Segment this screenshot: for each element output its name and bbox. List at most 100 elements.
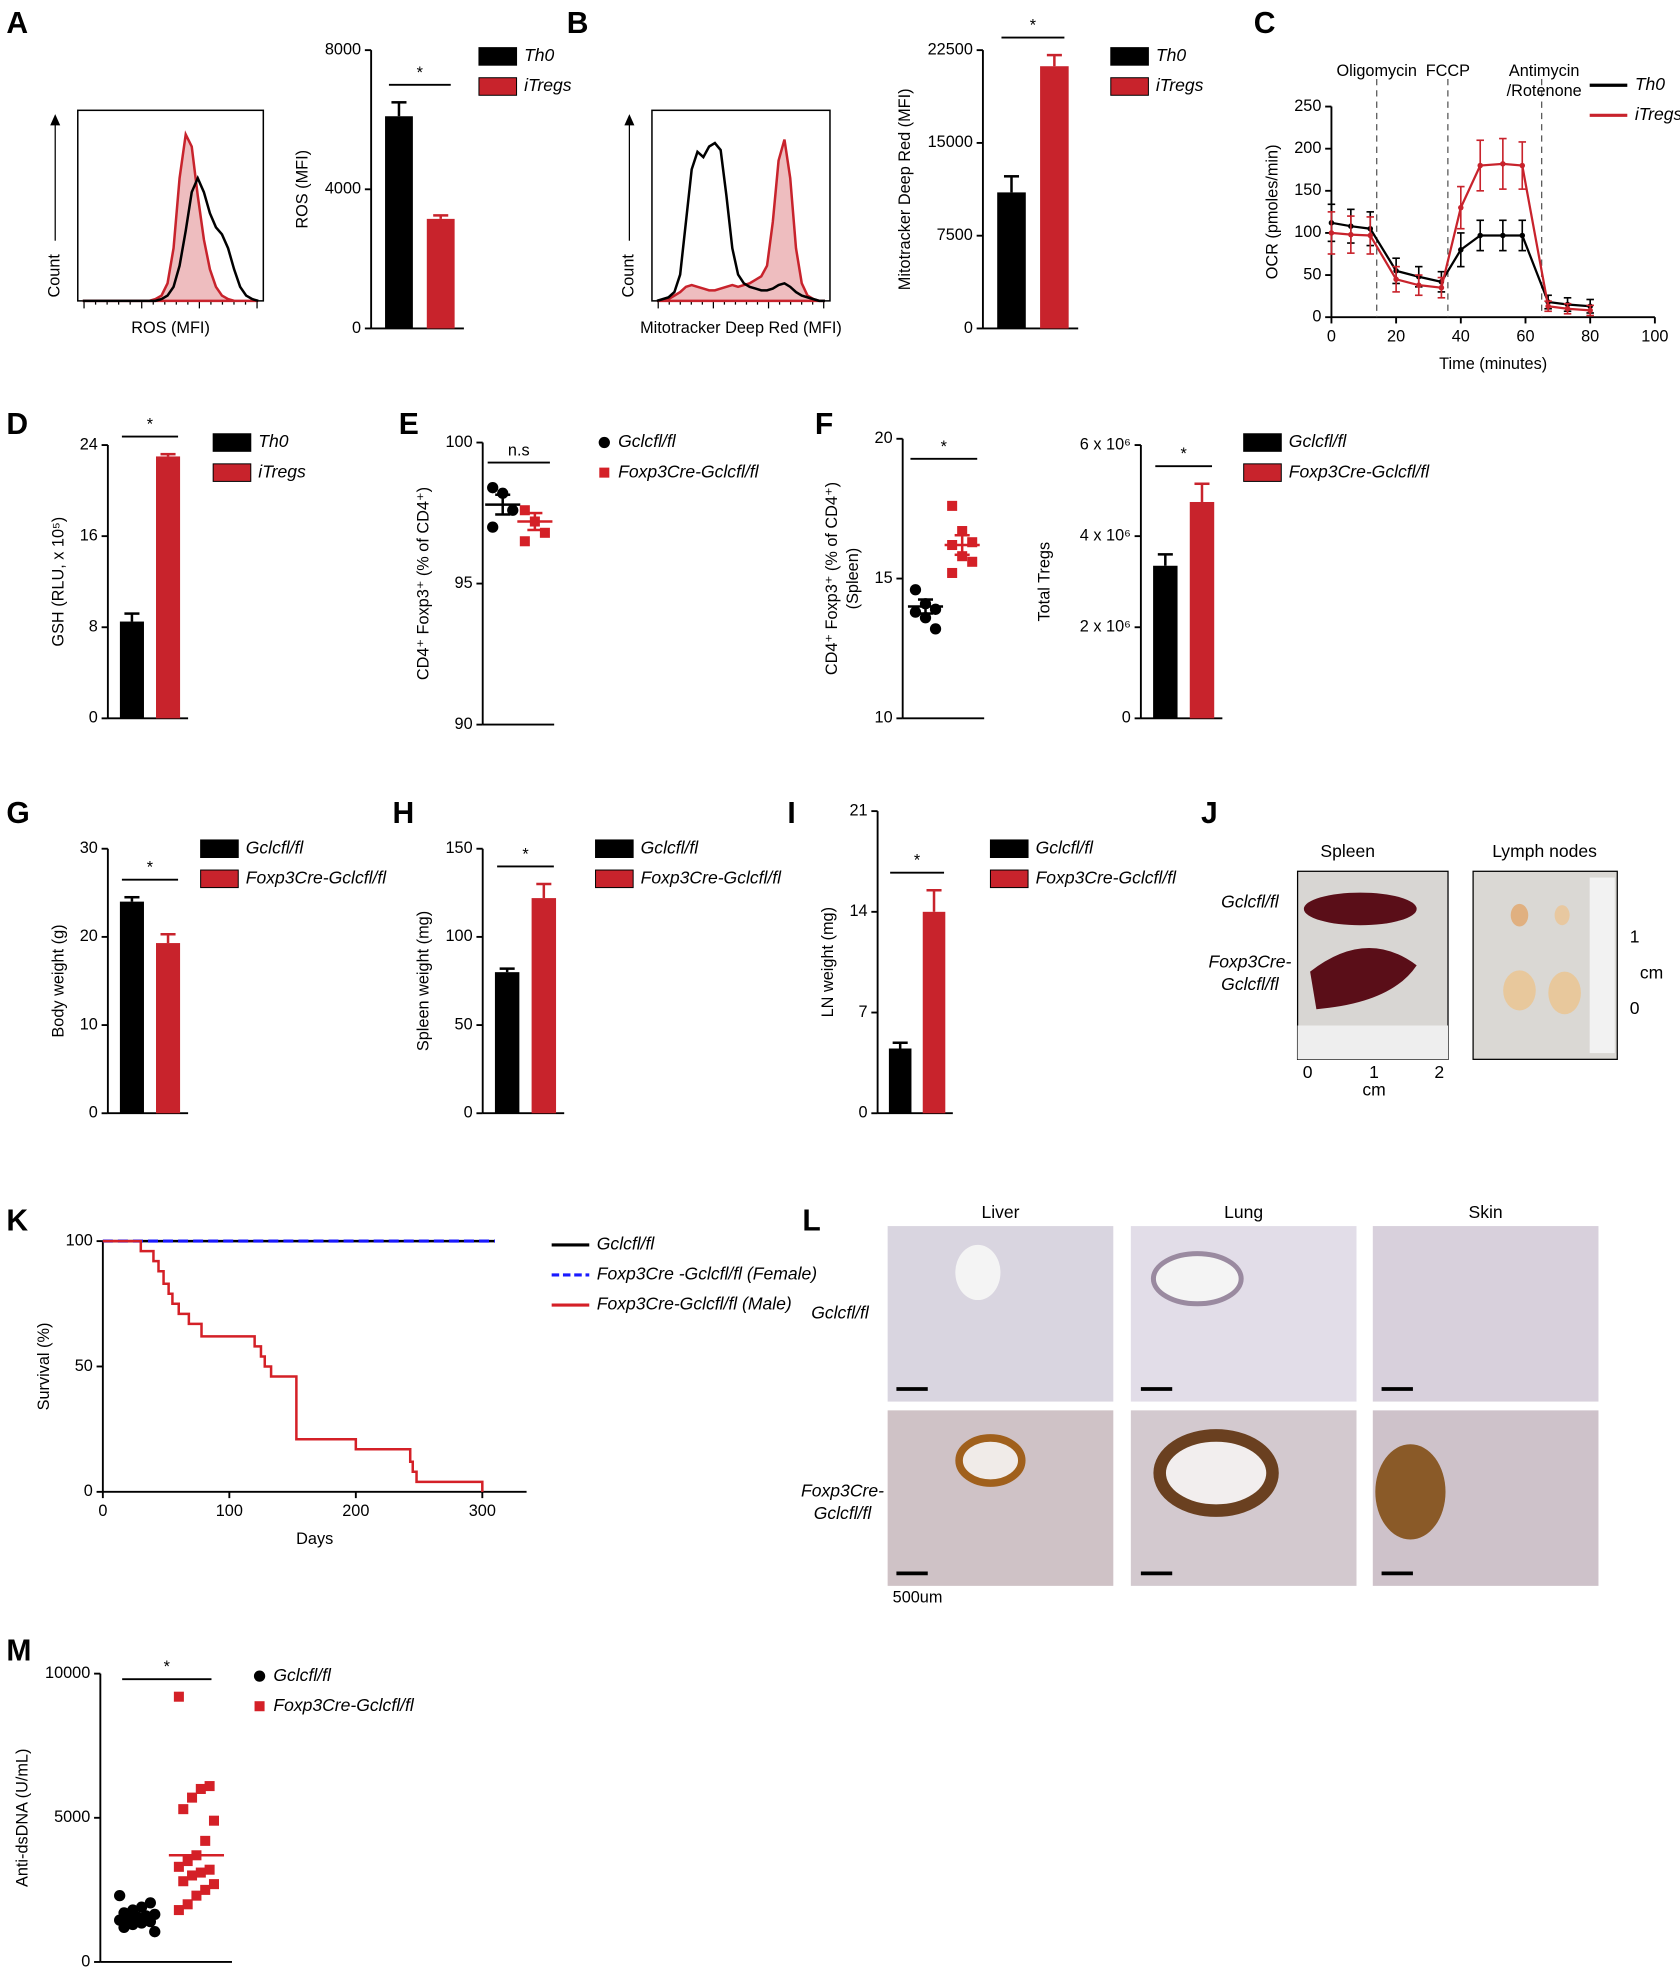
bar xyxy=(1189,501,1215,719)
point xyxy=(1348,231,1354,238)
y-tick-label: 50 xyxy=(455,1015,473,1033)
x-axis-label: Days xyxy=(296,1530,333,1548)
bar xyxy=(385,116,413,329)
y-tick-label: 150 xyxy=(1294,181,1321,199)
point xyxy=(195,1867,206,1878)
point xyxy=(135,1917,148,1929)
y-axis-label: GSH (RLU, x 10⁵) xyxy=(49,517,67,647)
column-label: Spleen xyxy=(1320,841,1375,861)
panel-letter: G xyxy=(6,797,29,830)
panel-letter: D xyxy=(6,408,28,441)
x-tick-label: 60 xyxy=(1516,328,1534,346)
legend-swatch xyxy=(253,1670,266,1682)
sig-label: * xyxy=(147,859,154,877)
legend-swatch xyxy=(1110,47,1149,66)
legend-label: iTregs xyxy=(1635,104,1680,124)
legend-label: iTregs xyxy=(524,75,572,95)
ruler-unit: cm xyxy=(1362,1079,1385,1099)
y-tick-label: 22500 xyxy=(928,40,973,58)
point xyxy=(1500,161,1506,167)
y-arrow-head xyxy=(624,114,635,126)
point xyxy=(135,1901,148,1913)
legend-swatch xyxy=(595,839,634,859)
infiltrate xyxy=(955,1434,1026,1487)
y-tick-label: 0 xyxy=(81,1952,90,1970)
point xyxy=(1500,232,1506,239)
x-axis-label: ROS (MFI) xyxy=(131,319,210,337)
legend-label: Foxp3Cre -Gclcfl/fl (Female) xyxy=(597,1264,817,1284)
point xyxy=(519,505,530,516)
y-tick-label: 4 x 10⁶ xyxy=(1080,526,1131,544)
panel-letter: F xyxy=(815,408,833,441)
y-axis-label: Mitotracker Deep Red (MFI) xyxy=(896,88,914,290)
panel-letter: H xyxy=(392,797,414,830)
legend-label: iTregs xyxy=(258,461,306,481)
y-tick-label: 8000 xyxy=(325,40,361,58)
point xyxy=(118,1921,130,1934)
lymph-node xyxy=(1510,903,1529,927)
x-tick-label: 0 xyxy=(1327,328,1336,346)
point xyxy=(487,482,499,494)
legend-swatch xyxy=(200,869,239,889)
point xyxy=(195,1783,206,1794)
ruler xyxy=(1589,877,1615,1054)
y-tick-label: 10000 xyxy=(45,1664,90,1682)
scale-label: 500um xyxy=(893,1589,943,1607)
x-tick-label: 100 xyxy=(216,1502,243,1520)
y-axis-label: (Spleen) xyxy=(844,548,862,610)
y-tick-label: 6 x 10⁶ xyxy=(1080,435,1131,453)
x-tick-label: 0 xyxy=(98,1502,107,1520)
ruler-label: 1 xyxy=(1369,1062,1379,1082)
point xyxy=(497,487,509,499)
panel-letter: K xyxy=(6,1204,28,1237)
legend-swatch xyxy=(478,47,518,66)
bar xyxy=(156,456,181,719)
spleen xyxy=(1303,892,1417,926)
y-tick-label: 4000 xyxy=(325,180,361,198)
point xyxy=(909,606,922,618)
legend-label: Foxp3Cre-Gclcfl/fl xyxy=(1036,867,1178,887)
y-arrow-head xyxy=(50,114,61,126)
legend-swatch xyxy=(1243,433,1282,452)
point xyxy=(919,612,932,624)
point xyxy=(149,1926,161,1938)
y-tick-label: 15000 xyxy=(928,133,973,151)
point xyxy=(1438,284,1445,291)
point xyxy=(173,1861,184,1872)
infiltrate xyxy=(1153,1429,1279,1517)
y-axis-label: CD4⁺ Foxp3⁺ (% of CD4⁺) xyxy=(415,487,433,680)
point xyxy=(144,1897,157,1909)
sig-label: n.s xyxy=(508,442,530,460)
y-axis-label: OCR (pmoles/min) xyxy=(1263,144,1281,279)
point xyxy=(178,1876,189,1887)
row-label: Gclcfl/fl xyxy=(814,1503,873,1523)
point xyxy=(187,1792,198,1803)
legend-swatch xyxy=(254,1701,265,1712)
row-label: Foxp3Cre- xyxy=(801,1480,884,1500)
y-tick-label: 0 xyxy=(964,319,973,337)
event-label: Oligomycin xyxy=(1336,62,1417,80)
lymph-node xyxy=(1554,905,1570,926)
point xyxy=(1458,204,1464,211)
legend-swatch xyxy=(595,869,634,889)
panel-letter: M xyxy=(6,1634,31,1667)
histology xyxy=(887,1226,1114,1402)
lymph-node xyxy=(1503,970,1536,1011)
legend-label: Foxp3Cre-Gclcfl/fl xyxy=(273,1695,415,1715)
x-tick-label: 100 xyxy=(1641,328,1668,346)
legend-label: Foxp3Cre-Gclcfl/fl xyxy=(1289,461,1431,481)
point xyxy=(191,1890,202,1901)
legend-label: Foxp3Cre-Gclcfl/fl xyxy=(641,867,783,887)
y-axis-label: LN weight (mg) xyxy=(819,907,837,1017)
histology xyxy=(1372,1226,1599,1402)
legend-swatch xyxy=(989,839,1029,859)
y-tick-label: 2 x 10⁶ xyxy=(1080,618,1131,636)
y-axis-label: Count xyxy=(46,254,64,298)
row-label: Gclcfl/fl xyxy=(811,1302,870,1322)
point xyxy=(487,521,499,533)
y-tick-label: 250 xyxy=(1294,97,1321,115)
ruler-label: 0 xyxy=(1303,1062,1313,1082)
point xyxy=(1519,232,1526,239)
y-axis-label: Spleen weight (mg) xyxy=(415,911,433,1051)
